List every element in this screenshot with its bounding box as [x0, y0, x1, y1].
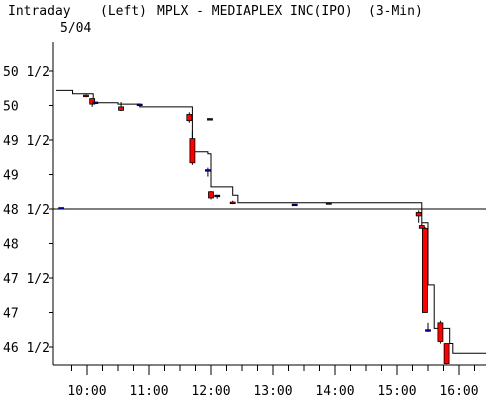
- candle-body: [425, 329, 431, 332]
- candle: [136, 103, 143, 107]
- axes: [52, 42, 486, 366]
- candle-body: [83, 94, 89, 98]
- y-tick-label: 46 1/2: [3, 341, 50, 356]
- candle-body: [208, 191, 214, 199]
- candle: [214, 194, 221, 199]
- candle-body: [418, 225, 425, 229]
- candle: [207, 118, 213, 121]
- candle: [118, 102, 124, 112]
- candle: [58, 207, 65, 210]
- header-side: (Left): [100, 4, 147, 19]
- candle: [415, 210, 422, 223]
- candle: [89, 98, 96, 107]
- candle-body: [325, 202, 332, 205]
- candle-body: [92, 101, 99, 104]
- candle-body: [186, 114, 193, 122]
- y-tick-label: 48 1/2: [3, 203, 50, 218]
- candle: [437, 320, 444, 344]
- price-step-line: [56, 89, 486, 354]
- chart-header: Intraday 5/04 (Left) MPLX - MEDIAPLEX IN…: [8, 4, 423, 36]
- candle-body: [229, 201, 236, 205]
- x-tick-label: 13:00: [253, 384, 292, 399]
- y-tick-label: 47: [3, 307, 19, 322]
- header-date: 5/04: [60, 21, 91, 36]
- candle: [425, 322, 431, 332]
- y-tick-label: 48: [3, 238, 19, 253]
- y-tick-label: 50: [3, 100, 19, 115]
- candle: [291, 203, 298, 207]
- header-label: Intraday: [8, 4, 71, 19]
- y-tick-label: 49 1/2: [3, 134, 50, 149]
- candle-body: [415, 212, 422, 217]
- candle: [418, 222, 425, 229]
- candle: [204, 167, 211, 177]
- candle: [92, 101, 99, 105]
- header-interval: (3-Min): [368, 4, 423, 19]
- candle-body: [207, 118, 213, 121]
- x-tick-label: 16:00: [439, 384, 478, 399]
- candle-body: [437, 322, 444, 342]
- y-axis-ticks: 46 1/2 47 47 1/2 48 48 1/2 49 49 1/2 50 50 1/2: [3, 65, 53, 356]
- candle: [443, 343, 450, 365]
- candle-body: [118, 106, 124, 111]
- y-tick-label: 50 1/2: [3, 65, 50, 80]
- candle-body: [421, 227, 428, 313]
- candle-body: [58, 207, 65, 210]
- x-tick-label: 10:00: [67, 384, 106, 399]
- candle-body: [136, 103, 143, 107]
- candle: [189, 131, 196, 165]
- x-tick-label: 15:00: [377, 384, 416, 399]
- candle: [421, 226, 428, 313]
- y-tick-label: 49: [3, 169, 19, 184]
- header-title: MPLX - MEDIAPLEX INC(IPO): [157, 4, 353, 19]
- candle: [186, 112, 193, 123]
- candle-body: [204, 169, 211, 172]
- candle-body: [291, 203, 298, 207]
- x-tick-label: 12:00: [191, 384, 230, 399]
- x-tick-label: 14:00: [315, 384, 354, 399]
- x-axis-ticks: 10:00 11:00 12:00 13:00 14:00 15:00 16:00: [67, 365, 479, 399]
- x-tick-label: 11:00: [129, 384, 168, 399]
- candle: [208, 191, 214, 200]
- candle: [83, 94, 89, 98]
- y-tick-label: 47 1/2: [3, 272, 50, 287]
- candle-body: [89, 98, 96, 105]
- candle: [325, 202, 332, 205]
- candle-body: [189, 138, 196, 164]
- candle-body: [214, 194, 221, 198]
- candle-body: [443, 343, 450, 364]
- candle: [229, 200, 236, 205]
- plot-area: [53, 89, 486, 365]
